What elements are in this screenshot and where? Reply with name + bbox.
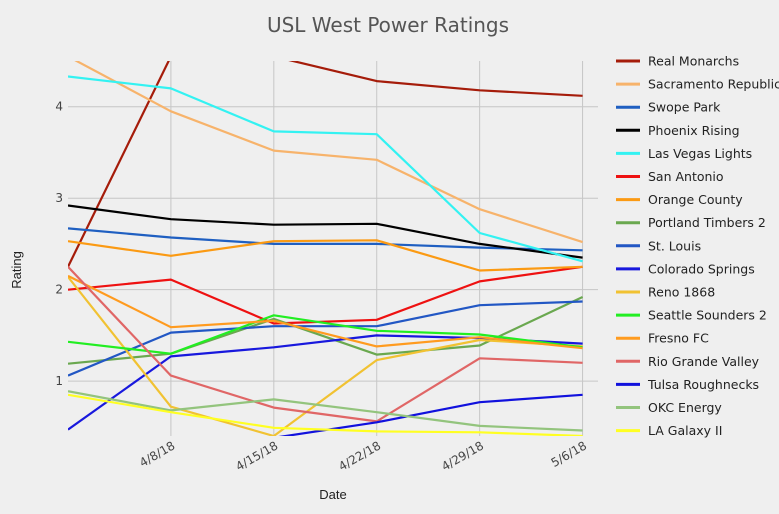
series-line-st-louis xyxy=(68,300,583,377)
legend-label: Reno 1868 xyxy=(648,285,715,300)
legend-item: Fresno FC xyxy=(616,331,709,346)
legend-item: OKC Energy xyxy=(616,400,722,415)
legend-label: Sacramento Republic xyxy=(648,77,779,92)
series-line-la-galaxy-ii xyxy=(68,393,583,436)
legend-label: Seattle Sounders 2 xyxy=(648,308,767,323)
legend-item: Reno 1868 xyxy=(616,285,715,300)
legend-label: Real Monarchs xyxy=(648,54,739,69)
legend-item: Portland Timbers 2 xyxy=(616,215,766,230)
legend-label: Tulsa Roughnecks xyxy=(647,377,759,392)
y-axis-title: Rating xyxy=(9,251,24,289)
legend-label: OKC Energy xyxy=(648,400,722,415)
x-axis-title: Date xyxy=(319,487,346,502)
x-tick-label: 4/15/18 xyxy=(233,438,280,473)
y-tick-label: 2 xyxy=(55,283,63,297)
legend-label: Fresno FC xyxy=(648,331,709,346)
legend-item: Tulsa Roughnecks xyxy=(616,377,759,392)
legend-item: Orange County xyxy=(616,192,743,207)
legend-label: Colorado Springs xyxy=(648,261,755,276)
series-lines xyxy=(68,61,584,436)
legend-item: Seattle Sounders 2 xyxy=(616,308,767,323)
series-line-real-monarchs xyxy=(68,61,583,268)
x-tick-label: 4/8/18 xyxy=(137,438,177,469)
series-line-swope-park xyxy=(68,227,583,252)
series-line-phoenix-rising xyxy=(68,204,583,259)
legend-label: San Antonio xyxy=(648,169,724,184)
legend-item: San Antonio xyxy=(616,169,724,184)
legend-item: Sacramento Republic xyxy=(616,77,779,92)
chart-title: USL West Power Ratings xyxy=(267,13,509,37)
series-line-portland-timbers-2 xyxy=(68,296,584,365)
x-tick-label: 4/22/18 xyxy=(336,438,383,473)
gridlines xyxy=(68,61,598,436)
x-tick-label: 4/29/18 xyxy=(439,438,486,473)
series-line-reno-1868 xyxy=(68,276,583,436)
series-line-seattle-sounders-2 xyxy=(68,314,583,355)
legend-item: Rio Grande Valley xyxy=(616,354,760,369)
legend-item: Las Vegas Lights xyxy=(616,146,752,161)
series-line-okc-energy xyxy=(68,390,583,432)
legend-label: LA Galaxy II xyxy=(648,423,722,438)
legend-label: Las Vegas Lights xyxy=(648,146,752,161)
legend-item: Swope Park xyxy=(616,100,721,115)
legend-label: Portland Timbers 2 xyxy=(648,215,766,230)
x-axis-ticks: 4/8/18 4/15/18 4/22/18 4/29/18 5/6/18 xyxy=(137,438,589,473)
y-tick-label: 3 xyxy=(55,191,63,205)
series-line-orange-county xyxy=(68,239,583,272)
legend: Real Monarchs Sacramento Republic Swope Pa… xyxy=(616,54,779,438)
y-tick-label: 1 xyxy=(55,374,63,388)
series-line-fresno-fc xyxy=(68,274,583,350)
legend-item: Real Monarchs xyxy=(616,54,739,69)
y-axis-ticks: 1 2 3 4 xyxy=(55,100,63,388)
legend-item: St. Louis xyxy=(616,238,701,253)
series-line-sacramento-republic xyxy=(74,61,583,244)
legend-label: Swope Park xyxy=(648,100,721,115)
legend-label: Rio Grande Valley xyxy=(648,354,760,369)
legend-item: LA Galaxy II xyxy=(616,423,722,438)
series-line-san-antonio xyxy=(68,265,583,325)
legend-item: Phoenix Rising xyxy=(616,123,740,138)
series-line-las-vegas-lights xyxy=(68,75,583,263)
y-tick-label: 4 xyxy=(55,100,63,114)
x-tick-label: 5/6/18 xyxy=(549,438,589,469)
legend-label: St. Louis xyxy=(648,238,701,253)
legend-label: Orange County xyxy=(648,192,743,207)
series-line-rio-grande-valley xyxy=(68,266,583,423)
legend-item: Colorado Springs xyxy=(616,261,755,276)
legend-label: Phoenix Rising xyxy=(648,123,740,138)
